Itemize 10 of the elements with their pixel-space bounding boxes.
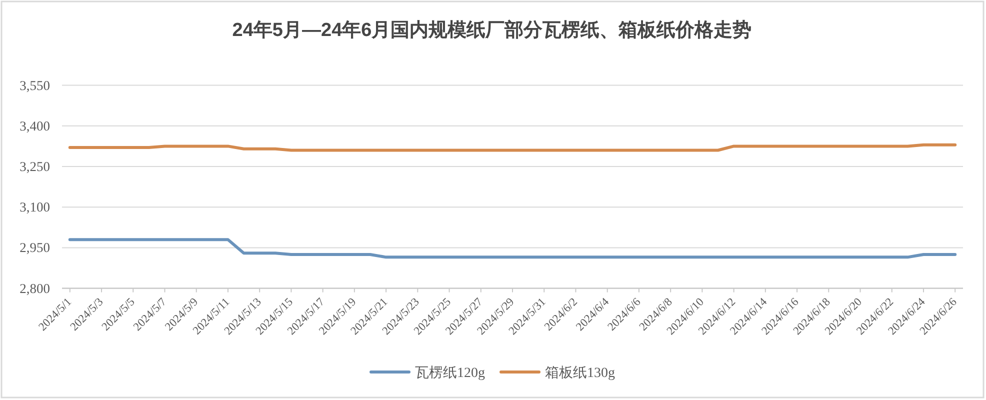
legend-label: 瓦楞纸120g — [415, 365, 485, 381]
y-tick-label: 3,550 — [20, 78, 50, 93]
line-series — [68, 238, 957, 259]
y-tick-label: 2,950 — [20, 240, 50, 256]
y-tick-label: 2,800 — [20, 280, 50, 296]
chart-title: 24年5月—24年6月国内规模纸厂部分瓦楞纸、箱板纸价格走势 — [232, 19, 752, 41]
y-tick-label: 3,400 — [20, 118, 50, 134]
legend-label: 箱板纸130g — [545, 365, 615, 381]
y-tick-label: 3,250 — [20, 159, 50, 174]
y-tick-label: 3,100 — [20, 200, 50, 215]
